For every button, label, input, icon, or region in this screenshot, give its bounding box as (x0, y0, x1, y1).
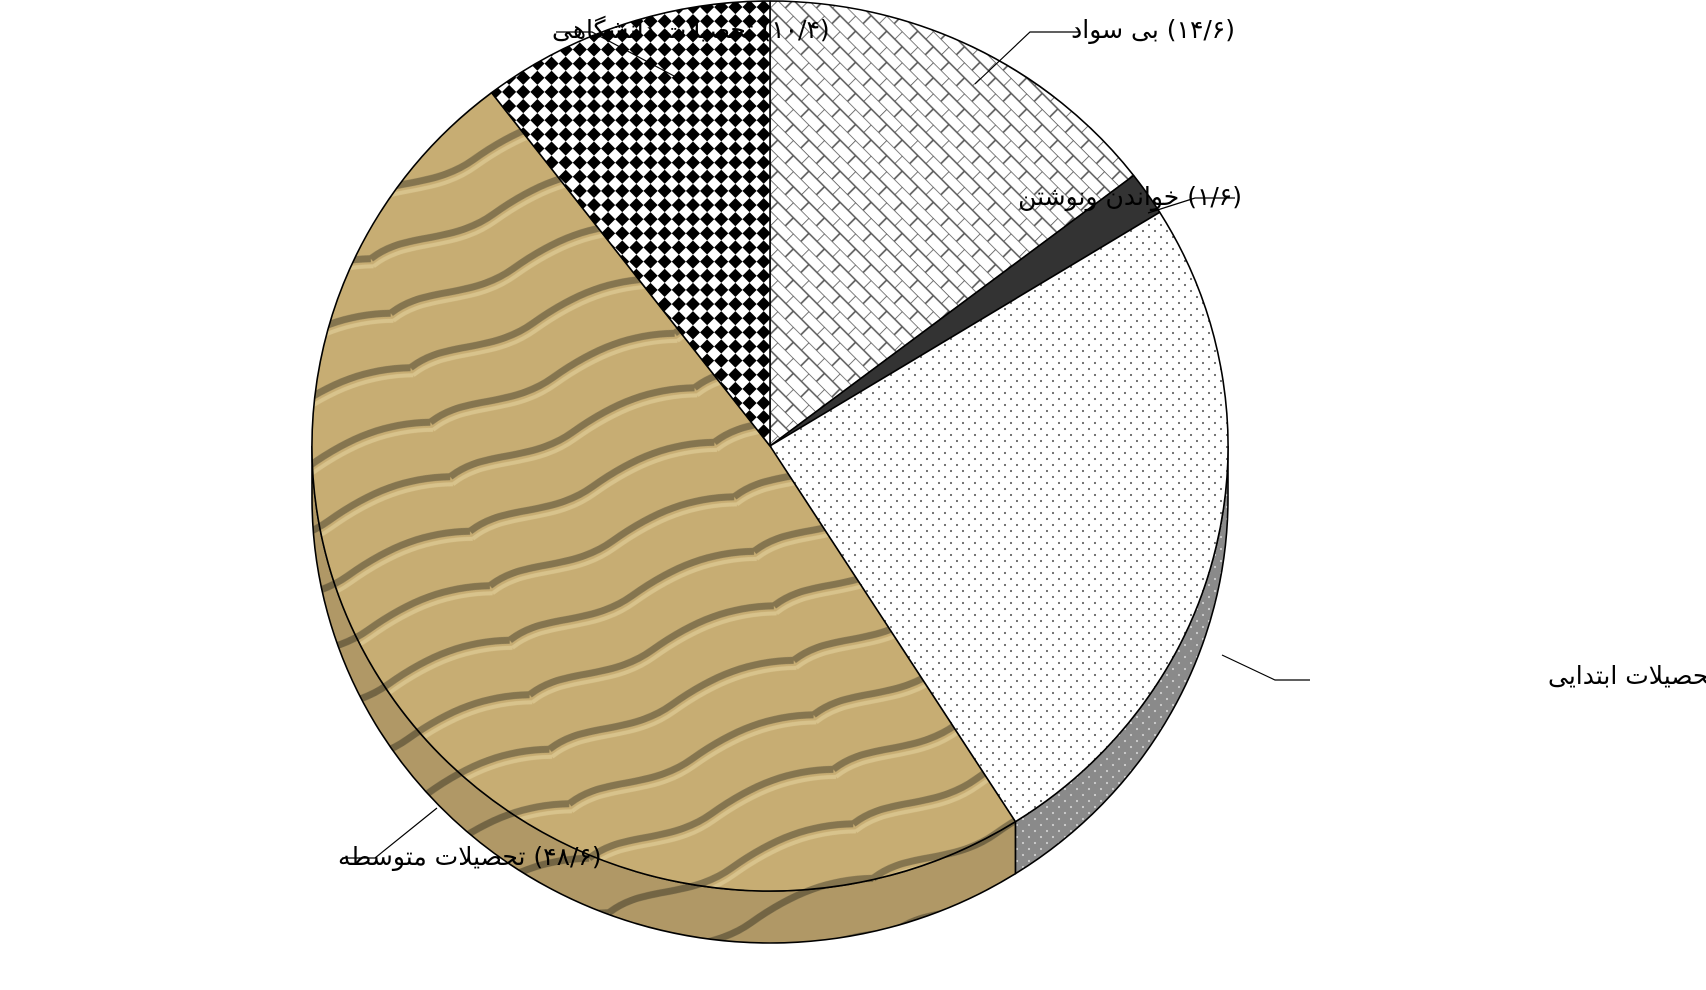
slice-label-secondary: (۴۸/۶) تحصیلات متوسطه (338, 842, 602, 871)
pie-labels: (۱۴/۶) بی سواد (۱/۶) خواندن ونوشتن (۲۴/۸) … (338, 15, 1706, 871)
slice-label-university: (۱۰/۴) تحصیلات دانشگاهی (552, 15, 830, 44)
pie-slice-illiterate (769, 0, 1135, 447)
slice-label-literate: (۱/۶) خواندن ونوشتن (1018, 182, 1242, 212)
leader-line-primary (1221, 654, 1310, 681)
leader-line-secondary (342, 807, 438, 859)
leader-line-university (556, 31, 675, 77)
pie-slice-secondary (311, 91, 1017, 892)
pie-slice-university (490, 0, 771, 447)
leader-line-illiterate (974, 31, 1080, 85)
pie-top-face (311, 0, 1229, 892)
leader-line-literate (1147, 197, 1235, 214)
slice-label-primary: (۲۴/۸) تحصیلات ابتدایی (1548, 661, 1706, 690)
pie-slice-primary (769, 211, 1229, 823)
slice-label-illiterate: (۱۴/۶) بی سواد (1071, 15, 1235, 44)
